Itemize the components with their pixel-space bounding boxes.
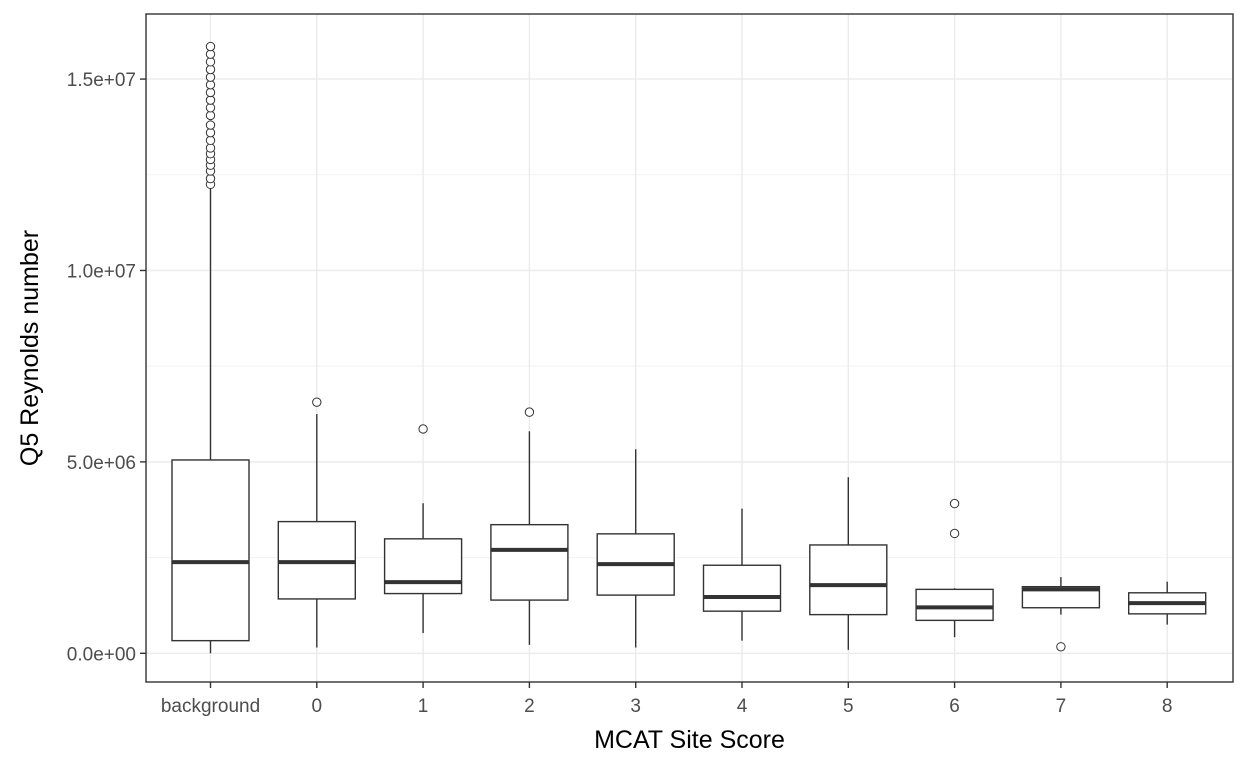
iqr-box <box>383 538 463 595</box>
x-tick-label: 8 <box>1162 696 1173 717</box>
x-tick-label: 7 <box>1056 696 1067 717</box>
outlier-point <box>205 120 216 130</box>
iqr-box <box>171 459 250 642</box>
outlier-point <box>205 64 216 75</box>
outlier-point <box>949 498 960 509</box>
x-tick-label: 1 <box>418 696 429 717</box>
iqr-box <box>1021 585 1101 609</box>
x-tick-label: 3 <box>630 696 641 717</box>
y-axis: 0.0e+00 5.0e+06 1.0e+07 1.5e+07 <box>67 70 146 665</box>
outlier-point <box>205 41 216 52</box>
iqr-box <box>915 588 994 622</box>
outlier-point <box>1056 642 1066 652</box>
outlier-point <box>205 57 216 67</box>
outlier-point <box>205 103 216 113</box>
x-tick-label: 2 <box>524 696 535 717</box>
x-tick-label: 6 <box>949 696 960 717</box>
y-axis-title: Q5 Reynolds number <box>16 230 44 466</box>
outlier-point <box>418 424 428 434</box>
outlier-point <box>524 407 535 417</box>
box-series <box>171 41 1207 654</box>
iqr-box <box>702 564 782 612</box>
outlier-point <box>205 135 216 146</box>
outlier-point <box>205 127 216 138</box>
y-tick-label: 1.0e+07 <box>67 261 136 282</box>
box-5 <box>809 477 888 650</box>
x-axis: background 0 1 2 3 4 5 6 7 8 <box>161 682 1173 717</box>
box-1 <box>383 424 463 634</box>
outlier-point <box>949 528 960 539</box>
box-4 <box>702 508 782 641</box>
x-tick-label: 0 <box>312 696 323 717</box>
outlier-point <box>312 397 322 407</box>
outlier-point <box>205 143 216 153</box>
outlier-point <box>205 49 216 59</box>
outlier-point <box>205 110 216 121</box>
box-7 <box>1021 577 1101 652</box>
outlier-point <box>205 173 216 184</box>
iqr-box <box>809 544 888 616</box>
y-tick-label: 0.0e+00 <box>67 644 136 665</box>
x-tick-label: 4 <box>737 696 748 717</box>
y-tick-label: 5.0e+06 <box>67 453 136 474</box>
x-tick-label: background <box>161 696 260 717</box>
y-tick-label: 1.5e+07 <box>67 70 136 91</box>
box-3 <box>596 449 675 648</box>
outlier-point <box>205 72 216 82</box>
x-tick-label: 5 <box>843 696 854 717</box>
box-8 <box>1127 581 1207 625</box>
box-2 <box>490 407 569 645</box>
outlier-point <box>205 87 216 98</box>
box-6 <box>915 498 994 638</box>
box-0 <box>277 397 356 648</box>
outlier-point <box>205 95 216 105</box>
box-background <box>171 41 250 654</box>
x-axis-title: MCAT Site Score <box>594 726 785 754</box>
iqr-box <box>490 523 569 601</box>
panel-border <box>145 13 1234 683</box>
outlier-point <box>205 80 216 90</box>
